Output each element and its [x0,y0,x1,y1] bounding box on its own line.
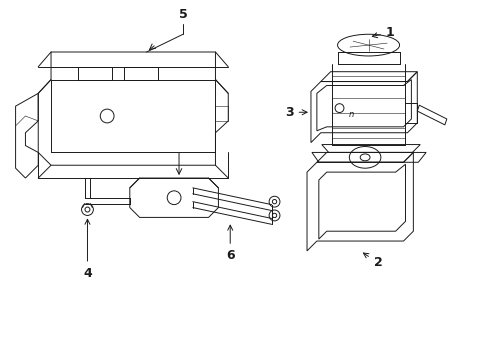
Text: 6: 6 [225,225,234,262]
Text: n: n [348,110,353,119]
Text: 1: 1 [371,26,394,39]
Text: 2: 2 [363,253,382,269]
Text: 5: 5 [178,8,187,21]
Text: 4: 4 [83,219,92,280]
Text: 3: 3 [285,106,306,119]
